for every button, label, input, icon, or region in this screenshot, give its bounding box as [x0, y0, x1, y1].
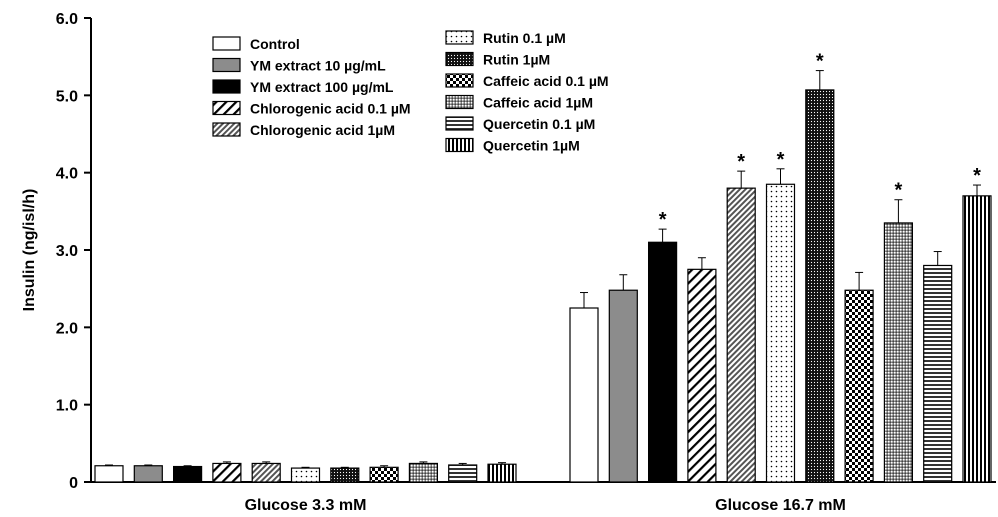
- legend-swatch: [212, 100, 241, 116]
- legend-label: Caffeic acid 0.1 µM: [483, 73, 609, 89]
- legend-swatch: [212, 57, 241, 73]
- bar: [962, 195, 992, 483]
- bar: [94, 465, 124, 483]
- legend-label: Quercetin 1µM: [483, 138, 580, 154]
- category-label: Glucose 3.3 mM: [245, 497, 367, 514]
- y-tick-label: 4.0: [56, 166, 78, 183]
- legend-label: YM extract 10 µg/mL: [250, 58, 386, 74]
- bar: [487, 463, 517, 483]
- significance-star: *: [816, 51, 824, 73]
- legend-swatch: [445, 30, 474, 45]
- legend-swatch: [445, 51, 474, 67]
- bar: [923, 264, 953, 483]
- bar: [408, 462, 438, 483]
- bar: [212, 462, 242, 483]
- bar: [805, 89, 835, 483]
- legend-swatch: [212, 122, 241, 137]
- bar: [330, 467, 360, 483]
- bar: [369, 466, 399, 483]
- legend-label: Control: [250, 36, 300, 52]
- y-tick-group: 0 1.0 2.0 3.0 4.0 5.0 6.0: [56, 11, 91, 492]
- legend-swatch: [212, 79, 241, 94]
- category-label: Glucose 16.7 mM: [715, 497, 846, 514]
- significance-star: *: [737, 151, 745, 173]
- significance-star: *: [777, 149, 785, 171]
- legend-label: YM extract 100 µg/mL: [250, 79, 394, 95]
- bar: [726, 187, 756, 483]
- bar: [448, 464, 478, 483]
- legend-swatch: [212, 36, 241, 51]
- bar: [883, 222, 914, 483]
- y-tick-label: 5.0: [56, 88, 78, 105]
- bar: [251, 462, 281, 483]
- y-tick-label: 3.0: [56, 243, 78, 260]
- legend-swatch: [445, 94, 474, 110]
- legend-label: Caffeic acid 1µM: [483, 95, 593, 111]
- legend-swatch: [445, 73, 474, 88]
- bar-group: * * * * * *: [94, 51, 992, 483]
- legend-label: Rutin 0.1 µM: [483, 30, 566, 46]
- category-label-group: Glucose 3.3 mM Glucose 16.7 mM: [245, 497, 846, 514]
- bar: [844, 289, 874, 483]
- y-tick-label: 0: [69, 475, 78, 492]
- significance-star: *: [895, 180, 903, 202]
- legend-label: Rutin 1µM: [483, 52, 550, 68]
- bar: [608, 289, 638, 483]
- y-tick-label: 1.0: [56, 398, 78, 415]
- bar: [290, 467, 321, 483]
- legend-label: Chlorogenic acid 1µM: [250, 122, 395, 138]
- legend-label: Chlorogenic acid 0.1 µM: [250, 101, 411, 117]
- legend: Control YM extract 10 µg/mL YM extract 100…: [212, 30, 609, 154]
- legend-swatch: [445, 116, 474, 131]
- significance-star: *: [973, 165, 981, 187]
- significance-star: *: [659, 209, 667, 231]
- bar: [173, 465, 203, 483]
- bar: [569, 307, 599, 483]
- bar: [687, 268, 717, 483]
- y-axis-label: Insulin (ng/isl/h): [21, 189, 38, 312]
- bar: [133, 465, 163, 483]
- bar: [647, 241, 678, 483]
- y-tick-label: 2.0: [56, 320, 78, 337]
- legend-swatch: [445, 137, 474, 153]
- y-tick-label: 6.0: [56, 11, 78, 28]
- legend-label: Quercetin 0.1 µM: [483, 116, 595, 132]
- bar: [765, 183, 796, 483]
